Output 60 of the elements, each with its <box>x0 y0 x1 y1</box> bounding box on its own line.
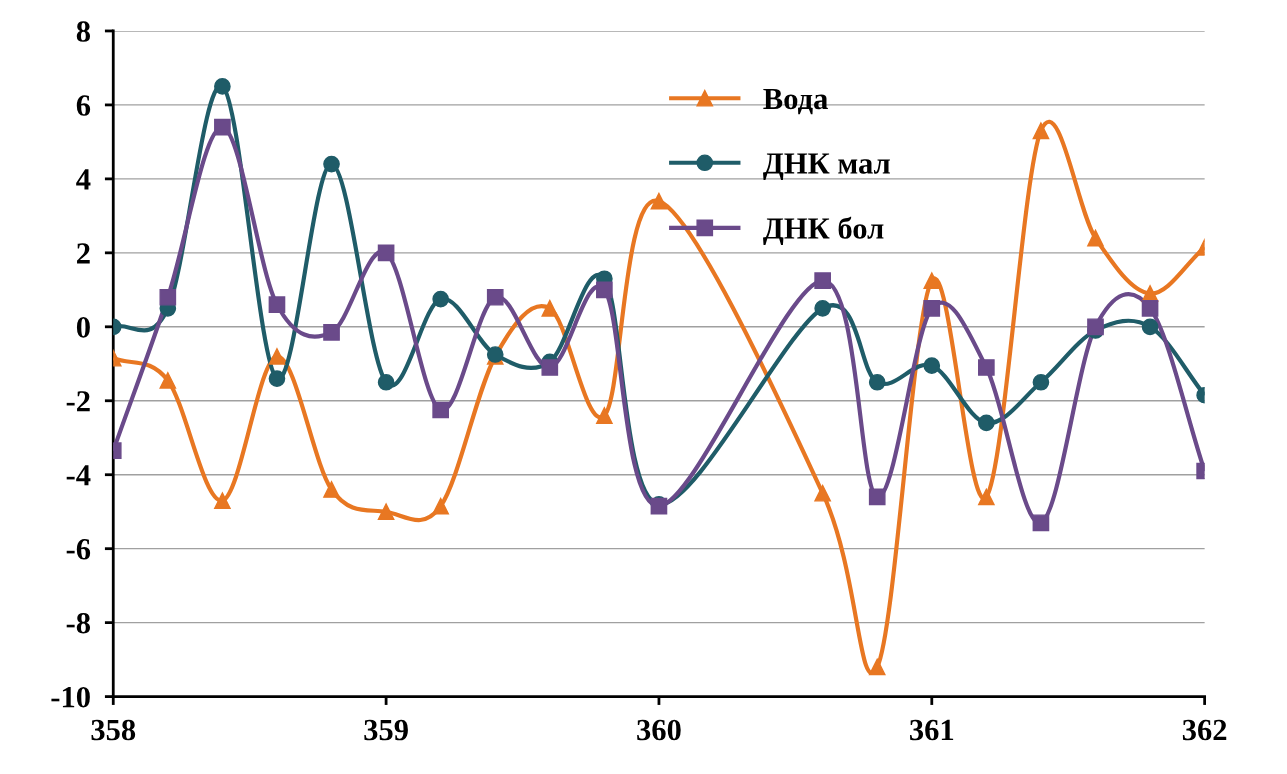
point <box>323 155 340 173</box>
y-tick-label: -4 <box>66 465 91 486</box>
y-tick-label: 6 <box>76 95 91 116</box>
point <box>1141 318 1159 336</box>
point <box>1141 299 1159 317</box>
point <box>978 488 995 506</box>
point <box>432 401 450 419</box>
point <box>923 299 941 317</box>
point <box>814 299 831 317</box>
point <box>268 348 286 365</box>
point <box>323 324 340 341</box>
point <box>1087 318 1104 336</box>
y-tick-label: -6 <box>66 539 91 560</box>
point <box>323 481 340 498</box>
point <box>214 78 231 95</box>
legend-label: ДНК мал <box>763 153 890 180</box>
x-tick-label: 359 <box>364 719 408 741</box>
point <box>377 244 395 262</box>
point <box>923 357 941 374</box>
x-tick-label: 361 <box>910 719 954 741</box>
point <box>814 272 831 289</box>
point <box>432 497 450 515</box>
y-tick-label: 0 <box>76 317 90 338</box>
legend-label: ДНК бол <box>763 216 884 246</box>
point <box>486 288 504 306</box>
y-tick-label: -2 <box>66 391 90 412</box>
y-tick-label: -8 <box>66 612 91 634</box>
point <box>377 503 395 521</box>
x-tick-label: 360 <box>637 719 681 741</box>
point <box>923 272 941 289</box>
point <box>1032 514 1050 532</box>
point <box>1087 229 1104 247</box>
point <box>650 192 668 210</box>
point <box>978 414 995 432</box>
y-tick-label: 8 <box>76 21 91 42</box>
point <box>814 484 831 502</box>
y-tick-label: 4 <box>76 169 91 190</box>
point <box>377 373 395 391</box>
point <box>868 658 886 676</box>
legend-label: Вода <box>763 88 828 115</box>
point <box>432 290 450 308</box>
point <box>596 281 613 299</box>
point <box>268 296 286 313</box>
point <box>978 359 995 376</box>
point <box>1032 373 1050 391</box>
point <box>868 373 886 391</box>
y-tick-label: -10 <box>51 686 90 708</box>
point <box>214 492 231 509</box>
point <box>541 299 559 317</box>
point <box>159 372 177 389</box>
y-tick-label: 2 <box>77 243 90 264</box>
point <box>1032 122 1050 140</box>
point <box>214 118 231 136</box>
x-tick-label: 362 <box>1182 719 1227 741</box>
point <box>868 488 886 506</box>
point <box>541 359 559 376</box>
point <box>596 407 613 424</box>
point <box>268 370 286 387</box>
x-tick-label: 358 <box>91 719 136 741</box>
point <box>159 288 177 306</box>
